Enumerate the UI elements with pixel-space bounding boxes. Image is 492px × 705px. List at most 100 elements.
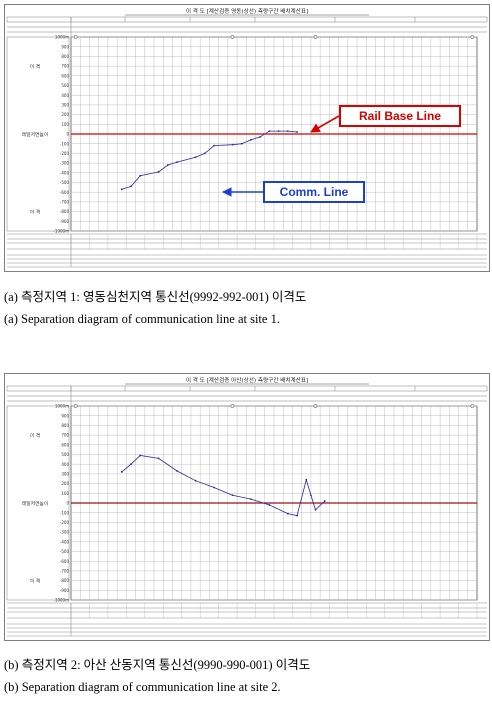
y-tick-label: -500 bbox=[60, 180, 70, 185]
y-tick-label: -200 bbox=[60, 520, 70, 525]
y-tick-label: 500 bbox=[61, 83, 69, 88]
y-tick-label: 1000m bbox=[55, 35, 69, 40]
y-tick-label: -100 bbox=[60, 141, 70, 146]
data-point bbox=[194, 156, 197, 159]
data-point bbox=[194, 479, 197, 482]
chart-title: 이 격 도 [계산검증 영동(상선) 측량구간 배치계산표] bbox=[186, 7, 308, 15]
y-tick-label: -500 bbox=[60, 549, 70, 554]
data-point bbox=[120, 471, 123, 473]
data-point bbox=[157, 170, 160, 173]
data-point bbox=[268, 130, 271, 132]
data-point bbox=[268, 504, 271, 506]
y-tick-label: 0 bbox=[66, 132, 69, 137]
y-tick-label: 200 bbox=[61, 112, 69, 117]
y-tick-label: 900 bbox=[61, 413, 69, 418]
data-point bbox=[286, 512, 289, 515]
y-tick-label: -300 bbox=[60, 530, 70, 535]
y-tick-label: -100 bbox=[60, 510, 70, 515]
callout-comm-line: Comm. Line bbox=[263, 181, 365, 203]
y-tick-label: 600 bbox=[61, 73, 69, 78]
chart-panel-site-2: 이 격 도 [계산검증 아산(상선) 측량구간 배치계산표] 1000m 900 80… bbox=[4, 373, 490, 641]
top-marker bbox=[230, 404, 235, 408]
data-point bbox=[213, 144, 215, 147]
y-tick-label: 800 bbox=[61, 54, 69, 59]
top-marker bbox=[73, 404, 78, 408]
y-tick-label: 600 bbox=[61, 442, 69, 447]
top-marker bbox=[230, 35, 235, 39]
data-point bbox=[231, 143, 234, 146]
header-table bbox=[6, 16, 488, 37]
top-marker bbox=[470, 35, 475, 39]
y-tick-label: -700 bbox=[60, 200, 70, 205]
data-point bbox=[310, 494, 312, 497]
y-tick-label: -1000m bbox=[53, 229, 69, 234]
data-point bbox=[176, 470, 179, 472]
data-point bbox=[250, 498, 252, 501]
y-tick-label: -800 bbox=[60, 578, 70, 583]
y-tick-label: 800 bbox=[61, 423, 69, 428]
data-point bbox=[259, 136, 262, 138]
y-tick-label: -800 bbox=[60, 209, 70, 214]
data-point bbox=[314, 508, 317, 511]
y-tick-label: 0 bbox=[66, 501, 69, 506]
separation-chart-site-1: 이 격 도 [계산검증 영동(상선) 측량구간 배치계산표] 1000m 900 80… bbox=[6, 7, 488, 268]
y-tick-label: -300 bbox=[60, 161, 70, 166]
y-tick-label: 100 bbox=[61, 122, 69, 127]
y-tick-label: 700 bbox=[61, 64, 69, 69]
y-tick-label: -400 bbox=[60, 539, 70, 544]
data-point bbox=[286, 130, 289, 132]
data-point bbox=[296, 514, 298, 517]
top-marker bbox=[73, 35, 78, 39]
chart-title: 이 격 도 [계산검증 아산(상선) 측량구간 배치계산표] bbox=[186, 376, 308, 384]
y-tick-label: 900 bbox=[61, 44, 69, 49]
caption-site-2-korean: (b) 측정지역 2: 아산 산동지역 통신선(9990-990-001) 이격… bbox=[4, 658, 311, 672]
left-label-column bbox=[6, 36, 70, 232]
data-point bbox=[240, 142, 243, 145]
y-tick-label: 300 bbox=[61, 472, 69, 477]
separation-chart-site-2: 이 격 도 [계산검증 아산(상선) 측량구간 배치계산표] 1000m 900 80… bbox=[6, 376, 488, 637]
y-side-label: 레일저면높이 bbox=[22, 500, 48, 507]
data-point bbox=[176, 161, 179, 164]
data-point bbox=[166, 164, 169, 166]
y-tick-label: 200 bbox=[61, 481, 69, 486]
data-point bbox=[120, 188, 123, 191]
data-point bbox=[305, 478, 308, 481]
left-label-column bbox=[6, 405, 70, 601]
y-tick-label: 400 bbox=[61, 462, 69, 467]
y-tick-label: 300 bbox=[61, 103, 69, 108]
y-tick-label: 1000m bbox=[55, 404, 69, 409]
data-point bbox=[130, 185, 132, 188]
y-tick-label: 500 bbox=[61, 452, 69, 457]
data-point bbox=[231, 494, 234, 497]
y-tick-label: -600 bbox=[60, 559, 70, 564]
y-tick-label: -900 bbox=[60, 588, 70, 593]
data-point bbox=[157, 457, 160, 460]
y-tick-label: 100 bbox=[61, 491, 69, 496]
y-tick-label: -1000m bbox=[53, 598, 69, 603]
y-tick-label: -200 bbox=[60, 151, 70, 156]
top-marker bbox=[470, 404, 475, 408]
y-tick-label: 400 bbox=[61, 93, 69, 98]
y-tick-label: -600 bbox=[60, 190, 70, 195]
data-point bbox=[323, 500, 326, 502]
y-tick-label: -900 bbox=[60, 219, 70, 224]
data-point bbox=[296, 131, 298, 133]
data-point bbox=[213, 486, 215, 489]
y-side-label: 이 격 bbox=[30, 209, 40, 216]
comm-line-series bbox=[121, 455, 326, 517]
data-point bbox=[250, 138, 252, 141]
caption-site-1-korean: (a) 측정지역 1: 영동심천지역 통신선(9992-992-001) 이격도 bbox=[4, 290, 307, 304]
top-marker bbox=[313, 404, 318, 408]
caption-site-2-english: (b) Separation diagram of communication … bbox=[4, 680, 281, 694]
y-tick-label: -400 bbox=[60, 170, 70, 175]
caption-site-1-english: (a) Separation diagram of communication … bbox=[4, 312, 280, 326]
data-point bbox=[203, 152, 206, 155]
y-side-label: 이 격 bbox=[30, 63, 40, 70]
bottom-data-table bbox=[7, 602, 487, 637]
top-marker bbox=[313, 35, 318, 39]
rail-base-arrow bbox=[310, 115, 340, 133]
data-point bbox=[139, 454, 142, 457]
chart-panel-site-1: 이 격 도 [계산검증 영동(상선) 측량구간 배치계산표] 1000m 900 80… bbox=[4, 4, 490, 272]
data-point bbox=[139, 174, 142, 177]
data-point bbox=[130, 463, 132, 466]
